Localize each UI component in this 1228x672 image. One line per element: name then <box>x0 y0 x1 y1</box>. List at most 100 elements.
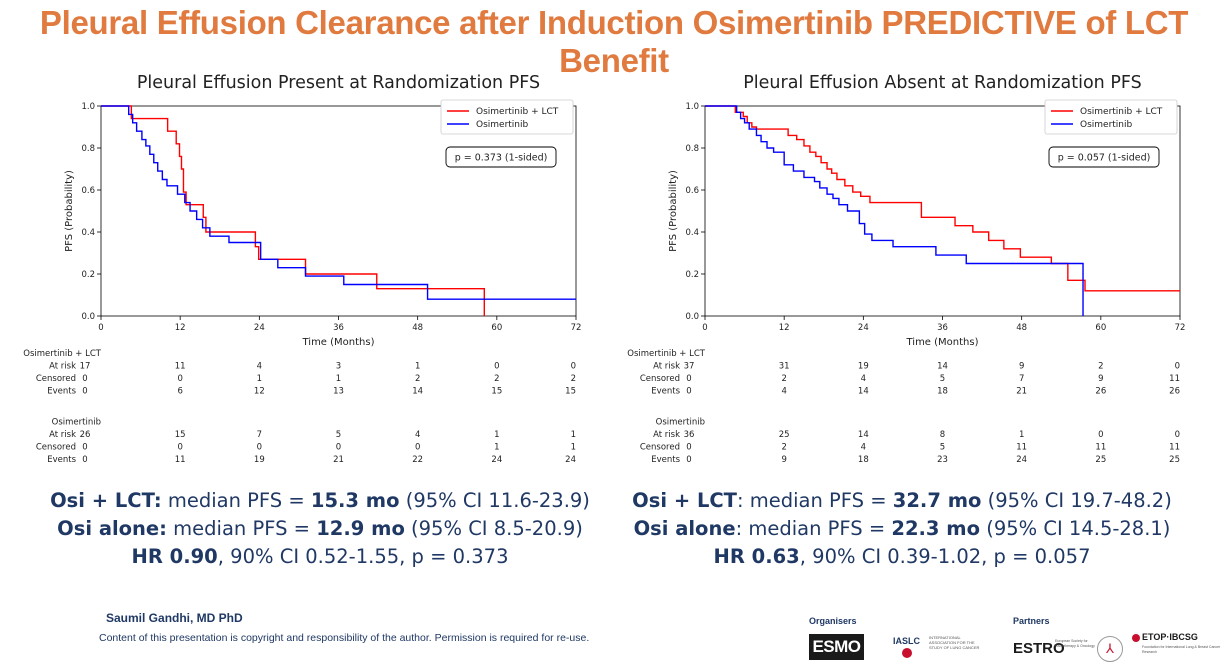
right-risk-cell: 4 <box>861 374 866 384</box>
right-risk-cell: 4 <box>861 443 866 453</box>
left-x-tick-label: 24 <box>254 323 265 333</box>
stats-right: Osi + LCT: median PFS = 32.7 mo (95% CI … <box>612 487 1192 571</box>
right-risk-cell: 24 <box>1016 455 1027 465</box>
right-risk-cell: 9 <box>781 455 786 465</box>
right-risk-cell: 26 <box>1169 387 1180 397</box>
stats-left-line3-text: , 90% CI 0.52-1.55, p = 0.373 <box>217 545 509 568</box>
left-y-tick-label: 0.6 <box>81 186 95 196</box>
right-y-tick-label: 0.6 <box>685 186 699 196</box>
organisers-label: Organisers <box>809 616 857 626</box>
etop-icon <box>1132 634 1140 642</box>
left-x-tick-label: 72 <box>571 323 582 333</box>
left-risk-group-name: Osimertinib + LCT <box>23 349 102 359</box>
left-risk-cell: 6 <box>177 387 182 397</box>
left-risk-cell: 0 <box>257 443 262 453</box>
left-risk-cell: 0 <box>494 362 499 372</box>
left-risk-cell: 0 <box>571 362 576 372</box>
right-risk-cell: 18 <box>858 455 869 465</box>
iaslc-globe-icon <box>902 648 912 658</box>
right-risk-cell: 2 <box>781 374 786 384</box>
left-risk-cell: 14 <box>412 387 423 397</box>
right-risk-cell: 11 <box>1016 443 1027 453</box>
right-x-tick-label: 0 <box>702 323 707 333</box>
left-risk-group-name: Osimertinib <box>52 418 101 428</box>
estro-logo-text: ESTRO <box>1013 640 1065 657</box>
right-y-tick-label: 0.4 <box>685 228 699 238</box>
etop-logo-subtitle: Foundation for International Lung & Brea… <box>1142 645 1221 654</box>
right-pvalue-box <box>1048 146 1160 168</box>
left-risk-cell: 5 <box>336 430 341 440</box>
left-risk-cell: 0 <box>82 374 87 384</box>
right-risk-row-label: Events <box>651 387 680 397</box>
slide-title: Pleural Effusion Clearance after Inducti… <box>39 4 1189 79</box>
right-x-tick-label: 12 <box>779 323 790 333</box>
right-risk-cell: 25 <box>779 430 790 440</box>
left-y-tick-label: 0.0 <box>81 312 95 322</box>
right-plot-frame <box>704 105 1181 317</box>
left-y-tick-label: 0.4 <box>81 228 95 238</box>
iaslc-logo-text: IASLC <box>893 636 920 646</box>
right-risk-cell: 23 <box>937 455 948 465</box>
right-risk-row-label: Events <box>651 455 680 465</box>
stats-left-line3-hr: HR 0.90 <box>131 545 218 568</box>
right-legend-label: Osimertinib <box>1080 120 1133 130</box>
left-risk-cell: 7 <box>257 430 262 440</box>
left-legend-box <box>440 99 574 135</box>
right-risk-cell: 9 <box>1098 374 1103 384</box>
right-pvalue-text: p = 0.057 (1-sided) <box>1058 153 1151 164</box>
left-risk-cell: 0 <box>82 387 87 397</box>
right-chart-title: Pleural Effusion Absent at Randomization… <box>743 73 1142 93</box>
left-risk-cell: 0 <box>336 443 341 453</box>
right-risk-cell: 36 <box>684 430 695 440</box>
right-risk-cell: 11 <box>1095 443 1106 453</box>
stats-left-line1-ci: (95% CI 11.6-23.9) <box>399 489 590 512</box>
left-risk-cell: 24 <box>491 455 502 465</box>
left-x-axis-label: Time (Months) <box>301 337 374 348</box>
right-legend-label: Osimertinib + LCT <box>1080 107 1163 117</box>
right-x-tick-label: 48 <box>1016 323 1027 333</box>
stats-right-line2-ci: (95% CI 14.5-28.1) <box>980 517 1171 540</box>
right-risk-cell: 5 <box>940 443 945 453</box>
left-risk-cell: 0 <box>82 443 87 453</box>
right-y-tick-label: 0.2 <box>685 270 699 280</box>
right-risk-cell: 14 <box>858 387 869 397</box>
stats-left-line1-value: 15.3 mo <box>310 489 400 512</box>
right-risk-group-name: Osimertinib + LCT <box>627 349 706 359</box>
right-x-tick-label: 72 <box>1175 323 1186 333</box>
left-risk-cell: 15 <box>175 430 186 440</box>
author-name: Saumil Gandhi, MD PhD <box>106 611 243 625</box>
left-risk-cell: 1 <box>257 374 262 384</box>
left-risk-cell: 19 <box>254 455 265 465</box>
stats-right-line2: Osi alone: median PFS = 22.3 mo (95% CI … <box>612 515 1192 543</box>
right-risk-cell: 11 <box>1169 443 1180 453</box>
left-risk-row-label: Censored <box>36 443 76 453</box>
right-risk-cell: 0 <box>1098 430 1103 440</box>
left-risk-cell: 0 <box>415 443 420 453</box>
left-risk-cell: 0 <box>177 443 182 453</box>
stats-right-line1: Osi + LCT: median PFS = 32.7 mo (95% CI … <box>612 487 1192 515</box>
right-y-tick-label: 1.0 <box>685 102 699 112</box>
right-legend-box <box>1044 99 1178 135</box>
left-x-tick-label: 0 <box>98 323 103 333</box>
partners-label: Partners <box>1013 616 1050 626</box>
left-risk-cell: 24 <box>565 455 576 465</box>
left-risk-cell: 17 <box>80 362 91 372</box>
right-risk-cell: 26 <box>1095 387 1106 397</box>
stats-right-line3: HR 0.63, 90% CI 0.39-1.02, p = 0.057 <box>612 543 1192 571</box>
left-y-axis-label: PFS (Probability) <box>64 170 75 252</box>
right-risk-cell: 5 <box>940 374 945 384</box>
left-series-osi-lct-line <box>101 105 485 316</box>
right-risk-cell: 4 <box>781 387 786 397</box>
left-x-tick-label: 48 <box>412 323 423 333</box>
stats-left: Osi + LCT: median PFS = 15.3 mo (95% CI … <box>30 487 610 571</box>
right-y-tick-label: 0.8 <box>685 144 699 154</box>
right-risk-cell: 0 <box>686 374 691 384</box>
stats-right-line1-value: 32.7 mo <box>892 489 982 512</box>
stats-left-line1-label: Osi + LCT: <box>50 489 162 512</box>
left-risk-row-label: At risk <box>49 362 76 372</box>
right-risk-cell: 11 <box>1169 374 1180 384</box>
stats-right-line2-text: : median PFS = <box>735 517 892 540</box>
left-risk-cell: 26 <box>80 430 91 440</box>
left-x-tick-label: 60 <box>491 323 502 333</box>
left-risk-cell: 22 <box>412 455 423 465</box>
